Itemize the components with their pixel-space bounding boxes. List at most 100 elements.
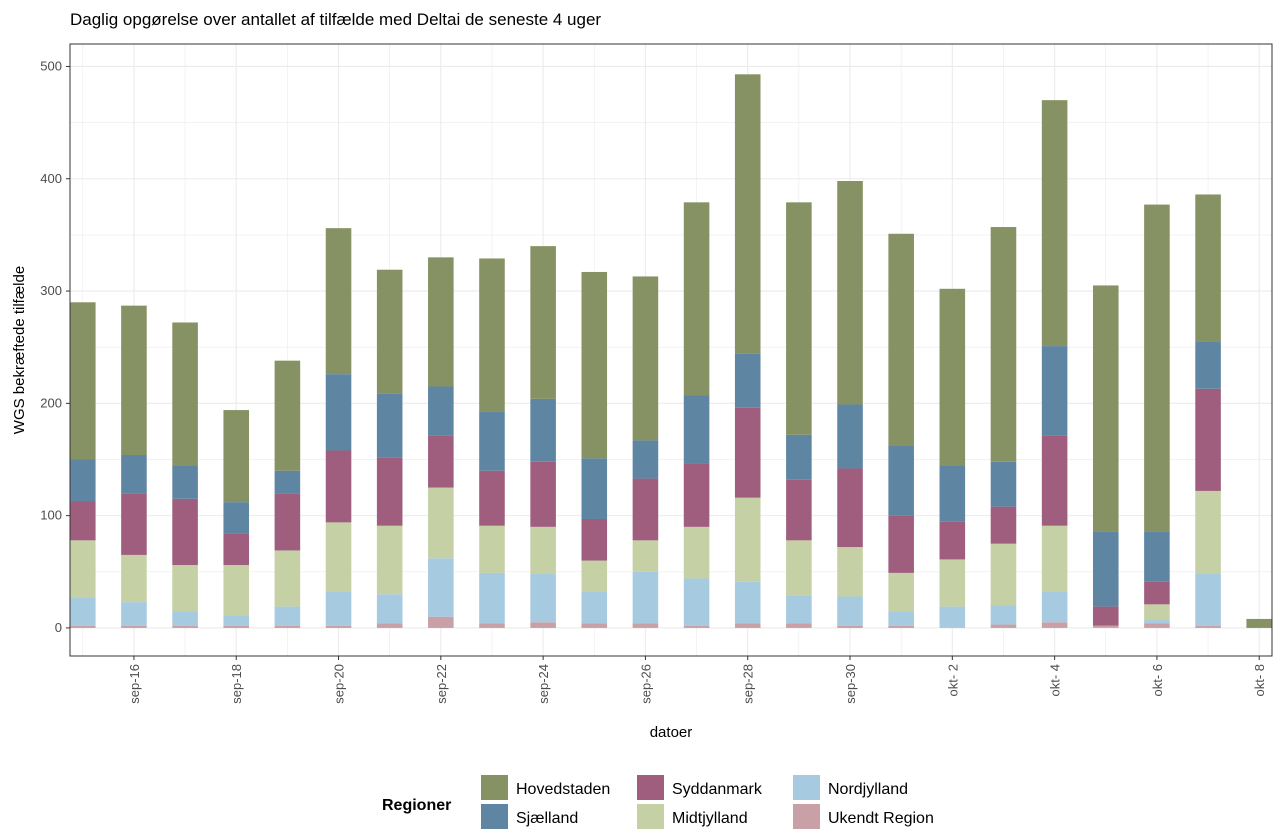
bar-segment	[70, 302, 96, 460]
bar-segment	[428, 558, 454, 617]
bar-segment	[1144, 581, 1170, 605]
bar-segment	[530, 526, 556, 575]
legend-label: Hovedstaden	[516, 781, 610, 798]
bar-segment	[325, 522, 352, 592]
bar-segment	[734, 407, 761, 498]
bar-segment	[325, 591, 352, 626]
legend-label: Syddanmark	[672, 781, 763, 798]
bar-segment	[1144, 620, 1170, 624]
bar-segment	[428, 487, 454, 559]
bar-segment	[479, 525, 505, 573]
bar-segment	[223, 625, 250, 628]
bar-segment	[1092, 606, 1119, 626]
bar-segment	[121, 554, 147, 603]
bar-segment	[939, 606, 966, 628]
x-tick-label: okt- 8	[1252, 664, 1267, 697]
bar-segment	[1195, 194, 1221, 342]
bar-segment	[1041, 622, 1068, 628]
bar-segment	[530, 574, 556, 623]
bar-segment	[837, 625, 863, 628]
legend-label: Sjælland	[516, 810, 578, 827]
bar-segment	[1041, 525, 1068, 592]
bar-segment	[1092, 625, 1119, 628]
bar-segment	[990, 506, 1017, 544]
bar-segment	[274, 360, 301, 471]
bar-segment	[683, 526, 710, 579]
y-tick-label: 500	[40, 58, 62, 73]
bar-segment	[530, 461, 556, 527]
bar-segment	[325, 374, 352, 451]
bar-segment	[990, 624, 1017, 628]
grid	[70, 44, 1272, 656]
bar-segment	[121, 493, 147, 555]
bar-segment	[786, 434, 812, 480]
bar-segment	[581, 519, 608, 561]
bar-segment	[70, 459, 96, 502]
bar-segment	[376, 457, 403, 526]
bar-segment	[939, 521, 966, 560]
y-tick-label: 300	[40, 283, 62, 298]
bar-segment	[223, 410, 250, 503]
bar-segment	[837, 180, 863, 405]
bar-segment	[428, 616, 454, 628]
bar-segment	[1144, 531, 1170, 582]
bar-segment	[274, 470, 301, 494]
bar-segment	[479, 470, 505, 526]
legend: Regioner Hovedstaden Syddanmark Nordjyllan…	[382, 775, 934, 829]
bar-segment	[888, 572, 914, 612]
bar-segment	[325, 625, 352, 628]
bar-segment	[683, 395, 710, 464]
x-tick-label: sep-28	[741, 664, 756, 704]
legend-swatch	[637, 775, 664, 800]
bar-segment	[223, 502, 250, 534]
bar-segment	[786, 479, 812, 541]
bar-segment	[632, 478, 659, 541]
bar-segment	[581, 560, 608, 592]
y-axis-title: WGS bekræftede tilfælde	[11, 266, 28, 434]
bar-segment	[888, 233, 914, 447]
bar-segment	[990, 461, 1017, 507]
bar-segment	[70, 540, 96, 598]
legend-swatch	[793, 804, 820, 829]
bar-segment	[172, 611, 198, 626]
legend-label: Midtjylland	[672, 810, 748, 827]
x-tick-label: sep-16	[127, 664, 142, 704]
bar-segment	[786, 202, 812, 435]
bar-segment	[479, 411, 505, 471]
bar-segment	[1246, 618, 1272, 628]
bar-segment	[479, 623, 505, 628]
bar-segment	[70, 501, 96, 541]
bar-segment	[734, 581, 761, 624]
bar-segment	[1041, 435, 1068, 526]
bar-segment	[530, 246, 556, 399]
x-tick-label: okt- 4	[1048, 664, 1063, 697]
x-axis-title: datoer	[650, 724, 693, 741]
bar-segment	[1195, 388, 1221, 491]
bar-segment	[274, 606, 301, 626]
bar-segment	[939, 559, 966, 607]
bar-segment	[632, 571, 659, 624]
x-tick-label: okt- 6	[1150, 664, 1165, 697]
bar-segment	[939, 288, 966, 466]
bar-segment	[223, 533, 250, 566]
bar-segment	[121, 625, 147, 628]
x-tick-label: sep-30	[843, 664, 858, 704]
bar-segment	[1195, 490, 1221, 575]
bar-segment	[1195, 625, 1221, 628]
bar-segment	[530, 398, 556, 462]
axes: 0 100 200 300 400 500 sep-16 sep-18 sep-20 sep-22…	[40, 58, 1267, 703]
legend-swatch	[481, 804, 508, 829]
bar-segment	[428, 435, 454, 488]
bar-segment	[1144, 604, 1170, 621]
bar-segment	[837, 547, 863, 597]
x-tick-label: okt- 2	[945, 664, 960, 697]
bar-segment	[223, 615, 250, 626]
bar-segment	[683, 202, 710, 396]
bar-segment	[1041, 346, 1068, 436]
bar-segment	[683, 625, 710, 628]
bar-segment	[479, 572, 505, 624]
legend-swatch	[637, 804, 664, 829]
x-tick-label: sep-26	[638, 664, 653, 704]
legend-swatch	[481, 775, 508, 800]
